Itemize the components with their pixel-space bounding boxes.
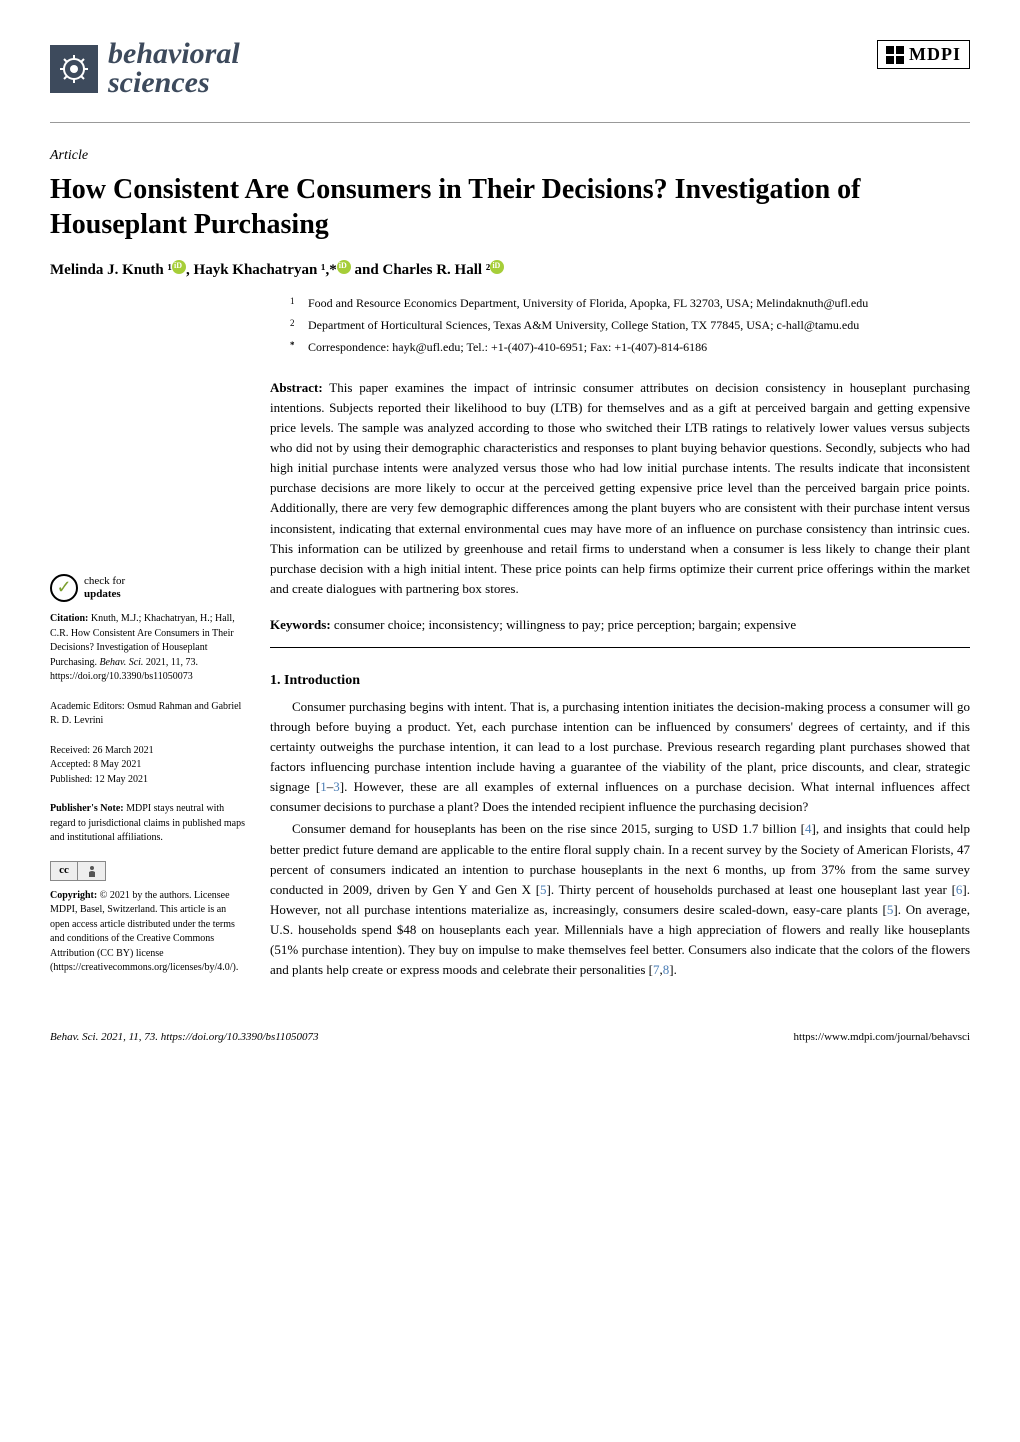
affiliation-2: 2 Department of Horticultural Sciences, … — [290, 316, 970, 335]
journal-name-line1: behavioral — [108, 40, 240, 69]
orcid-icon[interactable] — [172, 260, 186, 274]
citation-journal: Behav. Sci. — [99, 657, 143, 668]
body-text: Consumer purchasing begins with intent. … — [270, 697, 970, 981]
check-line2: updates — [84, 588, 125, 601]
publisher-name: MDPI — [909, 44, 961, 65]
check-icon: ✓ — [50, 574, 78, 602]
corr-text: Correspondence: hayk@ufl.edu; Tel.: +1-(… — [308, 340, 707, 354]
check-updates[interactable]: ✓ check for updates — [50, 574, 245, 602]
footer-right: https://www.mdpi.com/journal/behavsci — [794, 1031, 970, 1043]
journal-name: behavioral sciences — [108, 40, 240, 97]
dates-block: Received: 26 March 2021 Accepted: 8 May … — [50, 744, 245, 788]
abstract-block: Abstract: This paper examines the impact… — [270, 378, 970, 600]
aff-text: Department of Horticultural Sciences, Te… — [308, 318, 859, 332]
received-date: Received: 26 March 2021 — [50, 744, 245, 759]
published-date: Published: 12 May 2021 — [50, 773, 245, 788]
correspondence: * Correspondence: hayk@ufl.edu; Tel.: +1… — [290, 338, 970, 357]
journal-logo: behavioral sciences — [50, 40, 240, 97]
header-divider — [50, 122, 970, 123]
check-updates-text: check for updates — [84, 575, 125, 600]
footer-left: Behav. Sci. 2021, 11, 73. https://doi.or… — [50, 1031, 318, 1043]
gear-icon — [50, 45, 98, 93]
orcid-icon[interactable] — [490, 260, 504, 274]
publisher-logo: MDPI — [877, 40, 970, 69]
orcid-icon[interactable] — [337, 260, 351, 274]
mdpi-icon — [886, 46, 904, 64]
keywords-block: Keywords: consumer choice; inconsistency… — [270, 615, 970, 648]
cc-license-badge: cc — [50, 861, 245, 881]
aff-num: 1 — [290, 294, 295, 308]
publishers-note-block: Publisher's Note: MDPI stays neutral wit… — [50, 802, 245, 846]
by-icon — [78, 861, 106, 881]
keywords-label: Keywords: — [270, 617, 331, 632]
paragraph-1: Consumer purchasing begins with intent. … — [270, 697, 970, 818]
cc-icon: cc — [50, 861, 78, 881]
author-2: , Hayk Khachatryan ¹,* — [186, 262, 337, 278]
article-title: How Consistent Are Consumers in Their De… — [50, 172, 970, 242]
aff-text: Food and Resource Economics Department, … — [308, 296, 868, 310]
abstract-label: Abstract: — [270, 380, 323, 395]
article-type: Article — [50, 148, 970, 164]
citation-label: Citation: — [50, 613, 88, 624]
aff-num: 2 — [290, 316, 295, 330]
citation-block: Citation: Knuth, M.J.; Khachatryan, H.; … — [50, 612, 245, 685]
accepted-date: Accepted: 8 May 2021 — [50, 758, 245, 773]
author-3: and Charles R. Hall ² — [351, 262, 491, 278]
authors-line: Melinda J. Knuth ¹ , Hayk Khachatryan ¹,*… — [50, 260, 970, 279]
main-content: 1 Food and Resource Economics Department… — [270, 294, 970, 991]
copyright-block: Copyright: © 2021 by the authors. Licens… — [50, 889, 245, 976]
abstract-text: This paper examines the impact of intrin… — [270, 380, 970, 596]
pubnote-label: Publisher's Note: — [50, 803, 124, 814]
affiliations-block: 1 Food and Resource Economics Department… — [270, 294, 970, 358]
journal-name-line2: sciences — [108, 69, 240, 98]
corr-num: * — [290, 338, 295, 352]
page-header: behavioral sciences MDPI — [50, 40, 970, 97]
paragraph-2: Consumer demand for houseplants has been… — [270, 819, 970, 980]
section-1-heading: 1. Introduction — [270, 673, 970, 689]
editors-block: Academic Editors: Osmud Rahman and Gabri… — [50, 700, 245, 729]
check-line1: check for — [84, 575, 125, 588]
affiliation-1: 1 Food and Resource Economics Department… — [290, 294, 970, 313]
keywords-text: consumer choice; inconsistency; willingn… — [331, 617, 796, 632]
author-1: Melinda J. Knuth ¹ — [50, 262, 172, 278]
copyright-text: © 2021 by the authors. Licensee MDPI, Ba… — [50, 890, 238, 974]
copyright-label: Copyright: — [50, 890, 97, 901]
page-footer: Behav. Sci. 2021, 11, 73. https://doi.or… — [50, 1031, 970, 1043]
sidebar: ✓ check for updates Citation: Knuth, M.J… — [50, 294, 245, 991]
